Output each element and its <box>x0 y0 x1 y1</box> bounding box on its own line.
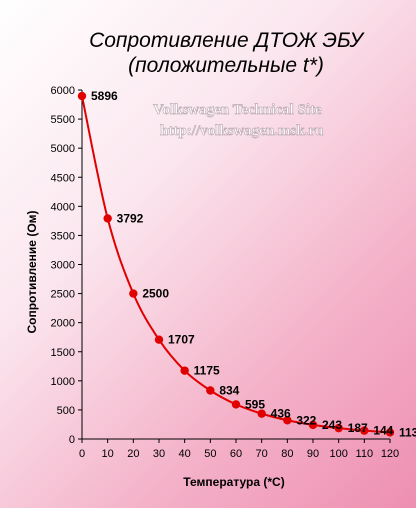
x-tick-label: 70 <box>256 448 268 460</box>
y-ticks: 0 500 1000 1500 2000 2500 3000 3500 4000 4500 5000… <box>51 85 82 446</box>
data-label: 2500 <box>142 287 169 301</box>
watermark-line-1: Volkswagen Technical Site <box>153 102 322 118</box>
y-tick-label: 5500 <box>51 114 75 126</box>
data-point <box>334 423 343 433</box>
data-point <box>103 214 112 223</box>
data-point <box>77 91 87 101</box>
y-tick-label: 3500 <box>51 230 75 242</box>
x-tick-label: 80 <box>281 448 293 460</box>
x-tick-label: 50 <box>204 448 216 460</box>
x-tick-label: 60 <box>230 448 242 460</box>
x-tick-label: 20 <box>127 448 139 460</box>
x-tick-label: 10 <box>102 448 114 460</box>
y-axis-label: Сопротивление (Ом) <box>25 210 39 333</box>
x-tick-label: 0 <box>79 448 85 460</box>
data-label: 187 <box>348 421 368 435</box>
data-label: 3792 <box>117 211 144 225</box>
series-line <box>81 95 391 434</box>
data-points <box>77 91 395 437</box>
x-tick-label: 30 <box>153 448 165 460</box>
data-point <box>154 335 164 344</box>
x-tick-label: 40 <box>179 448 191 460</box>
data-label: 144 <box>373 424 393 438</box>
y-tick-label: 2500 <box>51 289 75 301</box>
data-label: 1707 <box>168 333 195 347</box>
data-labels: 5896 3792 2500 1707 1175 834 595 436 322 243 187 14… <box>91 89 416 439</box>
data-label: 113 <box>399 425 416 439</box>
data-point <box>231 400 241 409</box>
data-point <box>180 366 189 375</box>
x-tick-label: 110 <box>356 448 374 460</box>
data-point <box>308 420 318 430</box>
chart-title: Сопротивление ДТОЖ ЭБУ <box>89 29 365 52</box>
y-tick-label: 0 <box>69 434 75 446</box>
x-tick-label: 120 <box>381 448 399 460</box>
data-point <box>360 426 369 435</box>
data-label: 322 <box>296 413 316 427</box>
y-tick-label: 4000 <box>51 201 75 213</box>
x-tick-label: 90 <box>307 448 319 460</box>
watermark-line-2: http://volkswagen.msk.ru <box>160 123 323 139</box>
data-label: 5896 <box>91 89 118 103</box>
data-point <box>385 428 395 437</box>
data-point <box>206 386 215 395</box>
y-tick-label: 1000 <box>51 376 75 388</box>
data-label: 595 <box>245 397 265 411</box>
data-label: 834 <box>219 383 239 397</box>
y-tick-label: 3000 <box>51 260 75 272</box>
y-tick-label: 4500 <box>51 172 75 184</box>
chart-subtitle: (положительные t*) <box>128 54 324 77</box>
y-tick-label: 1500 <box>51 347 75 359</box>
data-label: 436 <box>271 407 291 421</box>
x-tick-label: 100 <box>329 448 347 460</box>
y-tick-label: 2000 <box>51 318 75 330</box>
y-tick-label: 5000 <box>51 143 75 155</box>
data-point <box>129 289 138 298</box>
data-label: 1175 <box>194 364 220 378</box>
data-point <box>283 416 292 425</box>
y-tick-label: 500 <box>57 405 75 417</box>
x-ticks: 0 10 20 30 40 50 60 70 80 90 100 110 120 <box>79 439 399 460</box>
data-point <box>257 409 266 418</box>
data-label: 243 <box>322 418 342 432</box>
y-tick-label: 6000 <box>51 85 75 97</box>
x-axis-label: Температура (*C) <box>183 475 284 489</box>
